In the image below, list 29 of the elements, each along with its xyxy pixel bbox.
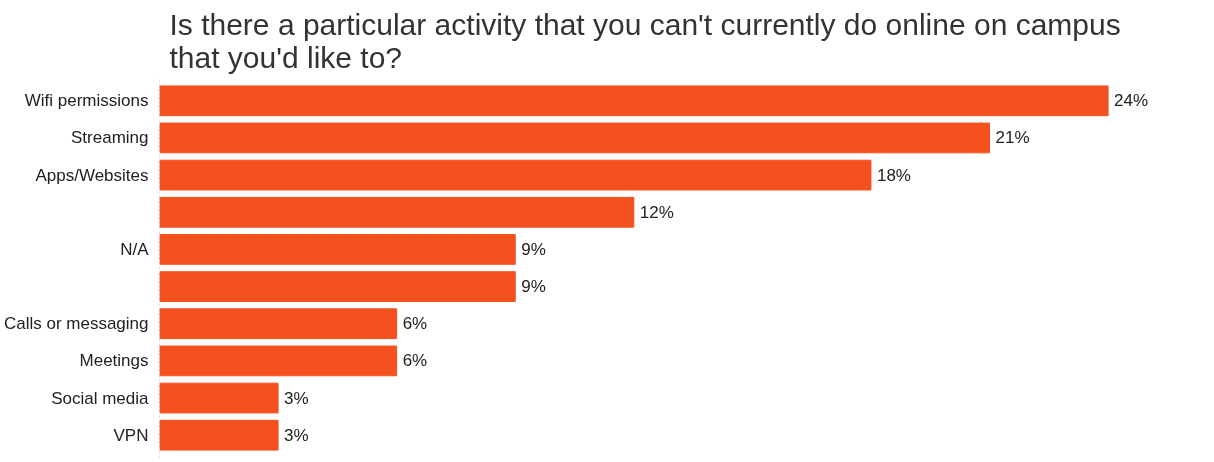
data-label: 21% xyxy=(995,128,1030,148)
bar xyxy=(159,419,279,451)
data-label: 3% xyxy=(284,388,309,408)
chart-title: Is there a particular activity that you can't currently do online on campus that you'd like to? xyxy=(169,7,1121,74)
data-label: 6% xyxy=(402,314,428,334)
y-tick-label: Meetings xyxy=(79,351,149,371)
bar xyxy=(159,85,1109,117)
bar xyxy=(159,122,991,154)
data-label: 9% xyxy=(521,239,546,259)
y-tick-label: Wifi permissions xyxy=(24,91,149,111)
bar xyxy=(159,308,398,340)
data-label: 12% xyxy=(639,202,674,222)
data-label: 9% xyxy=(521,277,546,297)
data-label: 6% xyxy=(402,351,428,371)
y-tick-label: N/A xyxy=(120,239,150,259)
bar xyxy=(159,196,635,228)
bar xyxy=(159,159,872,191)
y-tick-label: Apps/Websites xyxy=(35,165,149,185)
data-label: 3% xyxy=(284,425,309,445)
data-label: 24% xyxy=(1114,91,1149,111)
bar xyxy=(159,382,279,414)
y-tick-label: Streaming xyxy=(71,128,149,148)
bar xyxy=(159,271,516,302)
data-label: 18% xyxy=(876,165,911,185)
bar xyxy=(159,345,398,377)
bar xyxy=(159,234,516,265)
y-tick-label: Social media xyxy=(51,388,150,408)
y-tick-label: VPN xyxy=(113,425,149,445)
y-tick-label: Calls or messaging xyxy=(3,314,149,334)
